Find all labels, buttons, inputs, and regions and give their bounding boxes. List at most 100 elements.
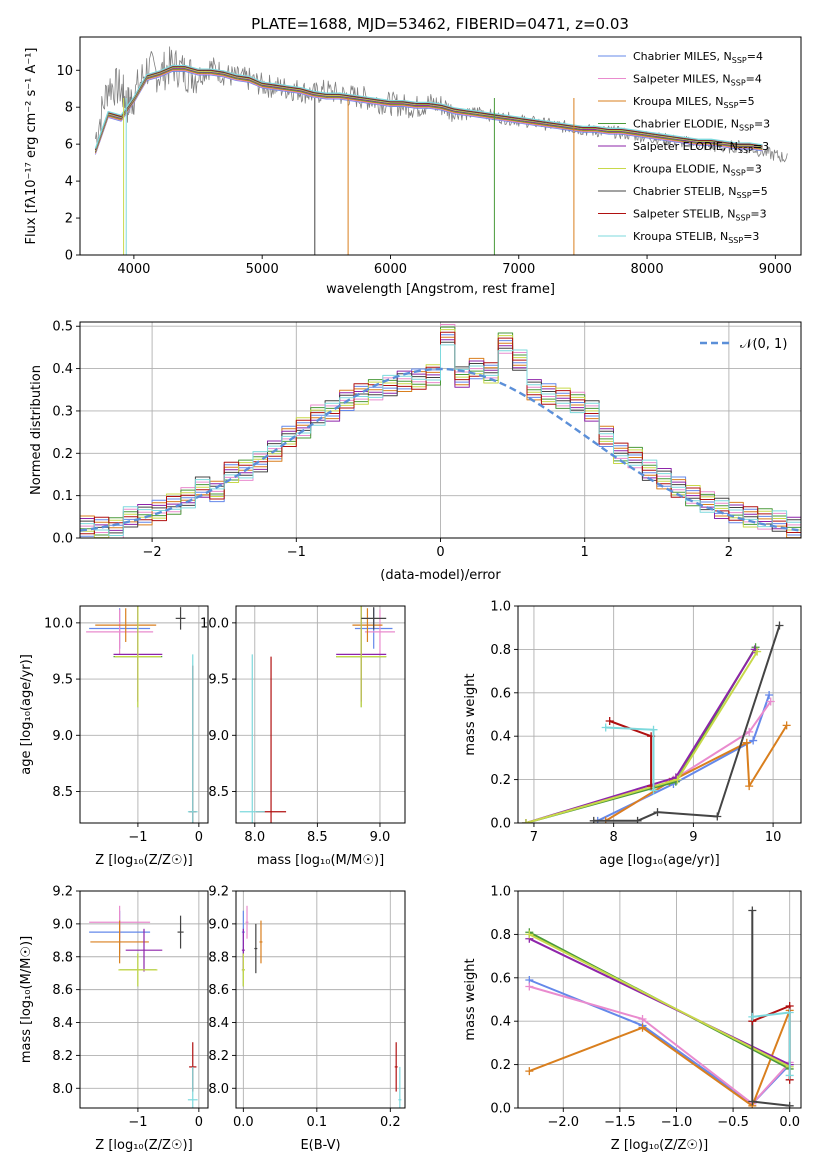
y-tick-label: 8 xyxy=(65,101,73,116)
legend-label-main: Chabrier MILES, N xyxy=(633,50,732,63)
y-axis-label: mass [log₁₀(M/M☉)] xyxy=(19,936,34,1063)
error-bar-point xyxy=(118,953,158,987)
y-tick-label: 0.2 xyxy=(490,773,511,788)
legend-label-main: Chabrier STELIB, N xyxy=(633,185,737,198)
chart-age-vs-Z: −1 0 8.5 9.0 9.5 10.0 Z [log₁₀(Z/Z☉)] age [log₁… xyxy=(19,605,209,868)
error-bar-point xyxy=(245,905,249,939)
x-tick-label: 6000 xyxy=(374,262,407,277)
legend-label-main: Salpeter MILES, N xyxy=(633,73,731,86)
plot-area xyxy=(239,606,395,823)
y-tick-label: 9.2 xyxy=(208,885,229,900)
axes-frame xyxy=(79,36,802,256)
x-tick-label: −1.0 xyxy=(661,1115,693,1130)
normal-curve xyxy=(80,367,801,532)
plot-area xyxy=(525,906,794,1108)
weight-marker xyxy=(749,736,758,745)
legend-label-end: =3 xyxy=(753,140,769,153)
weight-marker xyxy=(653,808,662,817)
legend-label-sub: SSP xyxy=(723,101,738,110)
error-bar-point xyxy=(187,1066,198,1108)
x-axis-label: Z [log₁₀(Z/Z☉)] xyxy=(95,853,192,868)
x-tick-label: 0.0 xyxy=(233,1115,254,1130)
x-tick-label: −1.5 xyxy=(604,1115,636,1130)
y-tick-label: 0.0 xyxy=(52,532,73,547)
weight-marker xyxy=(638,1023,647,1032)
model-spectrum-line xyxy=(94,64,763,149)
y-tick-label: 9.2 xyxy=(52,885,73,900)
weight-marker xyxy=(766,697,775,706)
chart-weight-vs-Z: −2.0 −1.5 −1.0 −0.5 0.0 0.0 0.2 0.4 0.6 0.8 1.0 Z [… xyxy=(463,885,802,1153)
weight-marker xyxy=(782,721,791,730)
model-spectrum-line xyxy=(94,66,763,151)
x-tick-label: 8000 xyxy=(631,262,664,277)
y-tick-label: 0.5 xyxy=(52,320,73,335)
weight-marker xyxy=(753,647,762,656)
x-tick-label: 0 xyxy=(195,830,203,845)
error-bar-point xyxy=(187,654,198,823)
y-tick-label: 10.0 xyxy=(200,616,229,631)
error-bar-point xyxy=(125,928,163,972)
weight-marker xyxy=(775,621,784,630)
chart-residuals: −2 −1 0 1 2 0.0 0.1 0.2 0.3 0.4 0.5 (data-model)/er… xyxy=(29,320,802,583)
legend-label: Kroupa STELIB, NSSP=3 xyxy=(633,230,759,245)
y-tick-label: 8.0 xyxy=(208,1082,229,1097)
chart-mass-vs-Z: −1 0 8.0 8.2 8.4 8.6 8.8 9.0 9.2 Z [log₁₀(Z/Z☉)] m… xyxy=(19,885,209,1153)
y-tick-label: 0.6 xyxy=(490,971,511,986)
y-tick-label: 0.4 xyxy=(490,1015,511,1030)
weight-marker xyxy=(765,690,774,699)
error-bar-point xyxy=(336,606,387,708)
y-tick-label: 8.6 xyxy=(208,983,229,998)
panels: 4000 5000 6000 7000 8000 90000246810wavelengt… xyxy=(19,36,802,1153)
x-tick-label: −1 xyxy=(287,545,306,560)
error-bar-point xyxy=(364,609,395,655)
x-axis-label: Z [log₁₀(Z/Z☉)] xyxy=(611,1138,708,1153)
legend-label-main: Kroupa MILES, N xyxy=(633,95,723,108)
weight-line xyxy=(528,1010,791,1107)
y-axis-label: Flux [fλ10⁻¹⁷ erg cm⁻² s⁻¹ A⁻¹] xyxy=(24,48,39,245)
model-spectrum-line xyxy=(94,69,763,154)
error-bar-point xyxy=(175,607,186,630)
plot-area xyxy=(89,905,198,1108)
weight-marker xyxy=(748,1012,757,1021)
legend-label-end: =3 xyxy=(746,163,762,176)
weight-marker xyxy=(785,1008,794,1017)
y-tick-label: 4 xyxy=(65,175,73,190)
x-axis-label: E(B-V) xyxy=(300,1138,340,1153)
x-tick-label: 4000 xyxy=(117,262,150,277)
x-tick-label: −1 xyxy=(128,830,147,845)
y-axis-label: mass weight xyxy=(463,958,478,1040)
x-axis-label: age [log₁₀(age/yr)] xyxy=(599,853,720,868)
error-bar-point xyxy=(254,923,258,974)
x-tick-label: 8 xyxy=(610,830,618,845)
x-tick-label: −2.0 xyxy=(547,1115,579,1130)
weight-marker xyxy=(649,725,658,734)
x-axis-label: (data-model)/error xyxy=(380,568,501,583)
y-tick-label: 1.0 xyxy=(490,600,511,615)
weight-line xyxy=(605,724,788,822)
x-axis-label: wavelength [Angstrom, rest frame] xyxy=(326,282,555,297)
plot-area xyxy=(241,905,402,1108)
model-spectrum-line xyxy=(94,65,763,150)
x-tick-label: 1 xyxy=(581,545,589,560)
y-tick-label: 0.0 xyxy=(490,817,511,832)
weight-marker xyxy=(601,723,610,732)
model-spectrum-line xyxy=(94,67,763,151)
weight-marker xyxy=(748,906,757,915)
model-spectrum-line xyxy=(94,68,763,153)
weight-marker xyxy=(673,775,682,784)
legend-label-sub: SSP xyxy=(732,56,747,65)
x-tick-label: 8.5 xyxy=(307,830,328,845)
error-bar-point xyxy=(90,920,149,964)
y-tick-label: 8.6 xyxy=(52,983,73,998)
y-tick-label: 9.0 xyxy=(52,917,73,932)
axes-frame xyxy=(235,890,406,1109)
y-tick-label: 6 xyxy=(65,138,73,153)
plot-area xyxy=(521,621,791,823)
legend-label-end: =5 xyxy=(738,95,754,108)
y-tick-label: 9.0 xyxy=(52,729,73,744)
error-bar-point xyxy=(86,609,154,655)
weight-marker xyxy=(748,1097,757,1106)
legend-label-sub: SSP xyxy=(731,169,746,178)
chart-spectrum: 4000 5000 6000 7000 8000 9000 0 2 4 6 8 10 wavelengt… xyxy=(24,36,802,297)
